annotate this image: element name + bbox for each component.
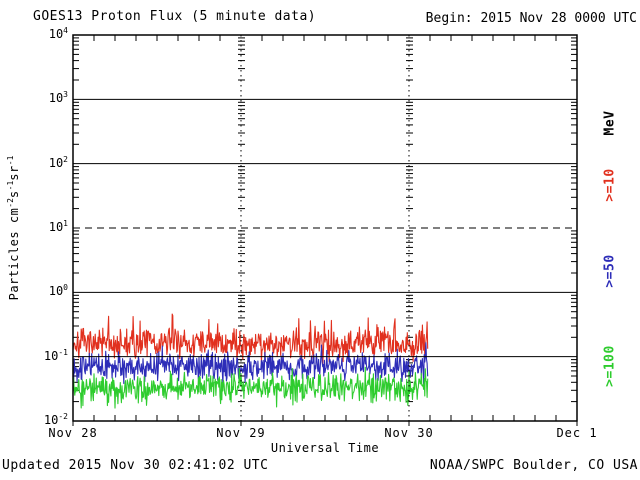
y-tick-label: 103 [48,90,68,106]
x-tick-label: Nov 29 [216,426,266,440]
series-proton-flux-ge-10MeV [72,313,429,365]
plot-frame [72,34,578,422]
legend-proton-flux-ge-10MeV: >=10 [602,168,618,202]
legend-unit-mev: MeV [602,110,618,136]
legend-proton-flux-ge-100MeV: >=100 [602,345,618,387]
source-credit: NOAA/SWPC Boulder, CO USA [429,458,638,473]
y-tick-label: 10-2 [43,412,68,427]
x-tick-label: Nov 30 [384,426,434,440]
series-proton-flux-ge-50MeV [72,342,429,386]
y-tick-label: 102 [48,154,68,170]
y-tick-label: 100 [48,283,68,299]
chart-title: GOES13 Proton Flux (5 minute data) [33,9,317,24]
series-proton-flux-ge-100MeV [72,366,429,409]
y-tick-label: 101 [48,219,68,234]
y-tick-label: 104 [48,26,68,41]
x-axis-title: Universal Time [270,441,380,455]
legend-proton-flux-ge-50MeV: >=50 [602,254,618,288]
y-tick-label: 10-1 [43,347,68,363]
begin-timestamp: Begin: 2015 Nov 28 0000 UTC [425,11,637,26]
y-axis-title: Particles cm-2s-1sr-1 [6,155,21,301]
updated-timestamp: Updated 2015 Nov 30 02:41:02 UTC [2,458,269,473]
x-tick-label: Nov 28 [48,426,98,440]
x-tick-label: Dec 1 [556,426,598,440]
